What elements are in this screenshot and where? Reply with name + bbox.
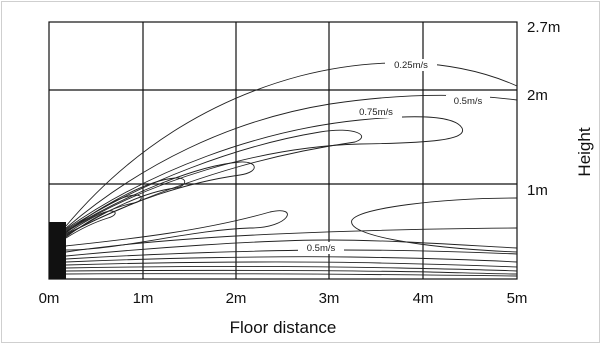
contour-line bbox=[65, 210, 116, 239]
contour-line bbox=[65, 116, 464, 233]
y-axis-title: Height bbox=[575, 127, 594, 176]
contour-label-0-75: 0.75m/s bbox=[359, 107, 393, 118]
x-tick-label: 1m bbox=[133, 290, 154, 307]
x-axis-ticks: 0m 1m 2m 3m 4m 5m bbox=[39, 290, 528, 307]
contour-label-bg bbox=[298, 242, 344, 254]
contour-label-bg bbox=[350, 106, 402, 118]
contour-line bbox=[65, 161, 255, 236]
contour-line bbox=[65, 177, 186, 237]
contour-line bbox=[65, 249, 518, 260]
x-axis-title: Floor distance bbox=[230, 318, 337, 337]
y-tick-label: 1m bbox=[527, 182, 548, 199]
x-tick-label: 0m bbox=[39, 290, 60, 307]
contour-label-bg bbox=[385, 59, 437, 71]
contour-line bbox=[65, 194, 142, 238]
x-tick-label: 5m bbox=[507, 290, 528, 307]
contour-line bbox=[65, 227, 518, 253]
contour-line bbox=[65, 256, 518, 263]
upper-jet-contours bbox=[65, 62, 518, 239]
contour-line bbox=[65, 269, 518, 275]
contour-line bbox=[65, 94, 518, 229]
contour-line bbox=[65, 273, 518, 277]
contour-line bbox=[351, 197, 518, 253]
contour-label-0-5-lower: 0.5m/s bbox=[307, 243, 336, 254]
contour-line bbox=[65, 239, 518, 257]
contour-line bbox=[65, 266, 518, 272]
contour-line bbox=[65, 62, 518, 227]
y-axis-ticks: 1m 2m 2.7m bbox=[527, 19, 560, 199]
x-tick-label: 4m bbox=[413, 290, 434, 307]
y-tick-label: 2.7m bbox=[527, 19, 560, 36]
air-outlet-block bbox=[49, 222, 66, 279]
contour-line bbox=[65, 129, 362, 235]
x-tick-label: 3m bbox=[319, 290, 340, 307]
floor-jet-contours bbox=[65, 197, 518, 277]
contour-line bbox=[65, 261, 518, 268]
plot-border bbox=[48, 21, 518, 280]
y-tick-label: 2m bbox=[527, 87, 548, 104]
contour-labels: 0.25m/s 0.5m/s 0.75m/s 0.5m/s bbox=[298, 59, 490, 254]
contour-label-0-25: 0.25m/s bbox=[394, 60, 428, 71]
contour-label-bg bbox=[446, 95, 490, 107]
contour-line bbox=[65, 210, 288, 251]
x-tick-label: 2m bbox=[226, 290, 247, 307]
contour-label-0-5-upper: 0.5m/s bbox=[454, 96, 483, 107]
